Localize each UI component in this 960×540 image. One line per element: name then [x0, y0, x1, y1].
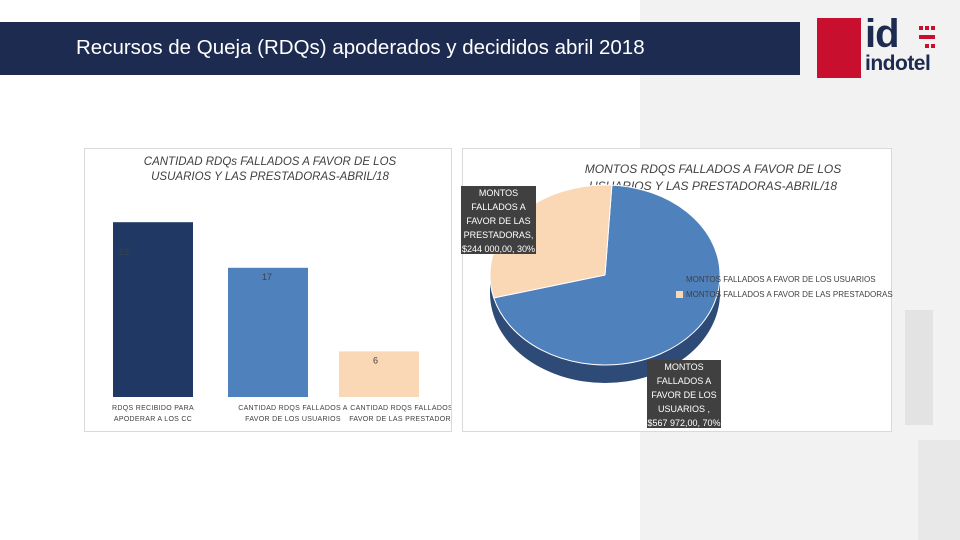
- callout-line: FAVOR DE LAS: [466, 216, 531, 226]
- bar-data-label: 6: [373, 355, 378, 365]
- decorative-block: [905, 310, 933, 425]
- callout-line: FAVOR DE LOS: [651, 390, 717, 400]
- bar-data-label: 17: [262, 272, 272, 282]
- pie-chart: [489, 184, 721, 383]
- decorative-block: [918, 440, 960, 540]
- pie-callout-prestadoras: MONTOS FALLADOS A FAVOR DE LAS PRESTADOR…: [461, 186, 536, 254]
- legend-item-prestadoras: MONTOS FALLADOS A FAVOR DE LAS PRESTADOR…: [676, 287, 893, 302]
- callout-line: USUARIOS ,: [657, 404, 710, 414]
- logo-red-block: [817, 18, 861, 78]
- category-label: FAVOR DE LOS USUARIOS: [245, 416, 341, 423]
- logo-subtext: indotel: [865, 52, 931, 75]
- callout-line: FALLADOS A: [471, 202, 526, 212]
- callout-line: PRESTADORAS,: [463, 230, 534, 240]
- callout-line: $567 972,00, 70%: [647, 418, 721, 428]
- legend-label: MONTOS FALLADOS A FAVOR DE LAS PRESTADOR…: [686, 290, 893, 299]
- category-label: CANTIDAD RDQS FALLADOS A: [350, 405, 451, 412]
- indotel-logo: id indotel: [817, 12, 942, 80]
- callout-line: $244 000,00, 30%: [461, 244, 536, 254]
- legend-label: MONTOS FALLADOS A FAVOR DE LOS USUARIOS: [686, 275, 876, 284]
- category-label: APODERAR A LOS CC: [114, 416, 192, 423]
- bar-data-label: 23: [119, 247, 129, 257]
- legend-swatch: [676, 291, 683, 298]
- logo-dots-icon: [919, 26, 935, 48]
- callout-line: MONTOS: [478, 188, 519, 198]
- header-bar: [0, 22, 800, 75]
- pie-slice: [493, 184, 721, 366]
- category-label: CANTIDAD RDQS FALLADOS A: [238, 405, 348, 412]
- bar-chart-title: CANTIDAD RDQs FALLADOS A FAVOR DE LOS US…: [143, 156, 397, 183]
- bar: [339, 351, 419, 397]
- bar-chart-panel: CANTIDAD RDQs FALLADOS A FAVOR DE LOS US…: [84, 148, 452, 432]
- legend-item-usuarios: MONTOS FALLADOS A FAVOR DE LOS USUARIOS: [676, 272, 893, 287]
- bar: [113, 222, 193, 397]
- category-label: FAVOR DE LAS PRESTADORAS: [349, 416, 451, 423]
- callout-line: FALLADOS A: [656, 376, 712, 386]
- pie-chart-title: MONTOS RDQS FALLADOS A FAVOR DE LOS USUA…: [584, 162, 842, 193]
- logo-text: id: [865, 12, 900, 56]
- bar: [228, 267, 308, 397]
- legend-swatch: [676, 276, 683, 283]
- pie-callout-usuarios: MONTOS FALLADOS A FAVOR DE LOS USUARIOS …: [647, 360, 721, 428]
- page-title: Recursos de Queja (RDQs) apoderados y de…: [76, 36, 645, 59]
- category-label: RDQS RECIBIDO PARA: [112, 405, 194, 412]
- pie-legend: MONTOS FALLADOS A FAVOR DE LOS USUARIOS …: [676, 272, 893, 302]
- bar-chart: 23 RDQS RECIBIDO PARA APODERAR A LOS CC 17 C…: [112, 222, 451, 423]
- callout-line: MONTOS: [664, 362, 704, 372]
